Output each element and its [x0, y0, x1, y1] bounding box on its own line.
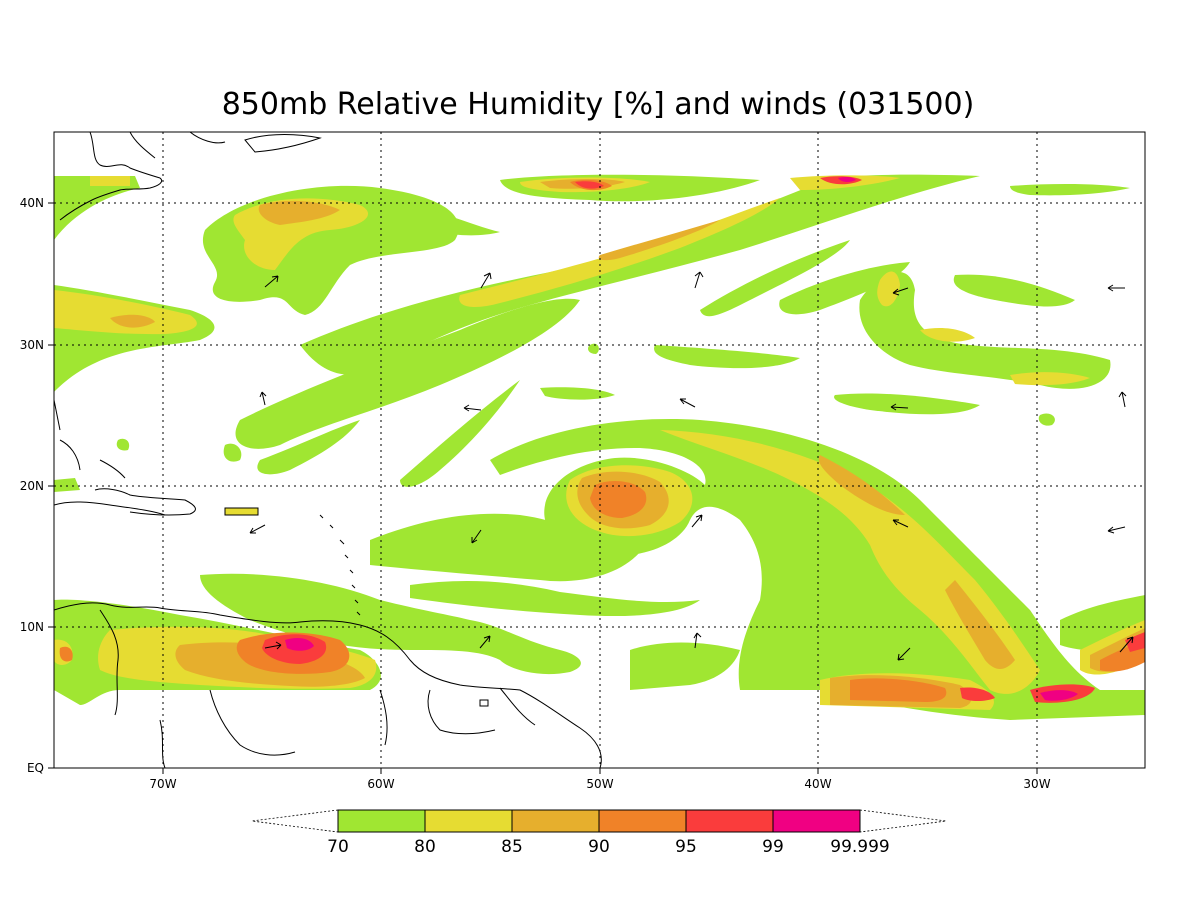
lat-label-eq: EQ: [27, 761, 44, 775]
colorbar-label-80: 80: [414, 837, 436, 857]
lon-label-40w: 40W: [804, 777, 831, 791]
lon-label-30w: 30W: [1023, 777, 1050, 791]
colorbar: 70 80 85 90 95 99 99.999: [251, 809, 947, 857]
colorbar-label-95: 95: [675, 837, 697, 857]
colorbar-label-70: 70: [327, 837, 349, 857]
plot-area: [54, 132, 1145, 768]
lon-label-50w: 50W: [586, 777, 613, 791]
coastlines: [54, 132, 602, 768]
colorbar-swatch-70-80: [337, 809, 426, 833]
lat-label-40n: 40N: [20, 196, 44, 210]
colorbar-label-99999: 99.999: [830, 837, 889, 857]
colorbar-swatch-90-95: [598, 809, 687, 833]
colorbar-high-extension: [859, 809, 947, 833]
colorbar-swatch-85-90: [511, 809, 600, 833]
colorbar-label-90: 90: [588, 837, 610, 857]
colorbar-label-99: 99: [762, 837, 784, 857]
colorbar-swatch-99-99999: [772, 809, 861, 833]
grid-lines: [54, 132, 1145, 768]
map-title: 850mb Relative Humidity [%] and winds (0…: [222, 87, 975, 122]
colorbar-label-85: 85: [501, 837, 523, 857]
colorbar-swatch-80-85: [424, 809, 513, 833]
colorbar-low-extension: [251, 809, 339, 833]
lat-label-30n: 30N: [20, 338, 44, 352]
wind-vectors: [249, 271, 1134, 661]
colorbar-swatch-95-99: [685, 809, 774, 833]
lat-label-10n: 10N: [20, 620, 44, 634]
lon-label-70w: 70W: [149, 777, 176, 791]
lon-label-60w: 60W: [367, 777, 394, 791]
lat-label-20n: 20N: [20, 479, 44, 493]
humidity-band-99: [285, 176, 1078, 701]
axis-ticks: [48, 202, 1038, 774]
